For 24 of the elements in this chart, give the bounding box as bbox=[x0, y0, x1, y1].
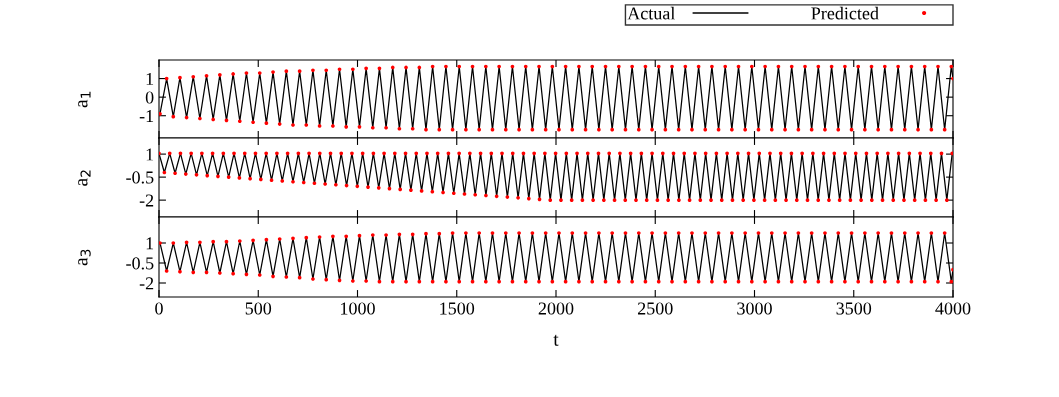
x-tick-label: 2000 bbox=[538, 302, 574, 315]
legend-label: Actual bbox=[627, 6, 676, 20]
y-tick-label: -2 bbox=[139, 194, 154, 207]
x-tick-label: 2500 bbox=[637, 302, 673, 315]
x-axis-title: t bbox=[553, 334, 559, 346]
y-tick-label: 0 bbox=[145, 91, 154, 104]
x-tick-label: 3500 bbox=[836, 302, 872, 315]
y-tick-label: 1 bbox=[146, 237, 154, 250]
x-tick-label: 0 bbox=[155, 302, 163, 315]
x-tick-label: 500 bbox=[245, 302, 272, 315]
y-tick-label: -1 bbox=[139, 110, 154, 122]
x-tick-label: 1000 bbox=[341, 302, 375, 315]
y-axis-title: a$_{2}$ bbox=[78, 170, 91, 186]
y-tick-label: -0.5 bbox=[126, 257, 154, 270]
x-tick-label: 1500 bbox=[440, 302, 475, 315]
y-tick-label: -0.5 bbox=[126, 171, 154, 184]
y-axis-title: a$_{3}$ bbox=[78, 249, 91, 266]
y-tick-label: 1 bbox=[146, 72, 154, 85]
x-tick-label: 4000 bbox=[935, 302, 971, 315]
text: Predicted bbox=[811, 6, 879, 20]
x-tick-label: 3000 bbox=[737, 302, 772, 315]
y-tick-label: -2 bbox=[139, 277, 154, 290]
y-tick-label: 1 bbox=[146, 148, 154, 161]
y-axis-title: a$_{1}$ bbox=[78, 91, 91, 108]
